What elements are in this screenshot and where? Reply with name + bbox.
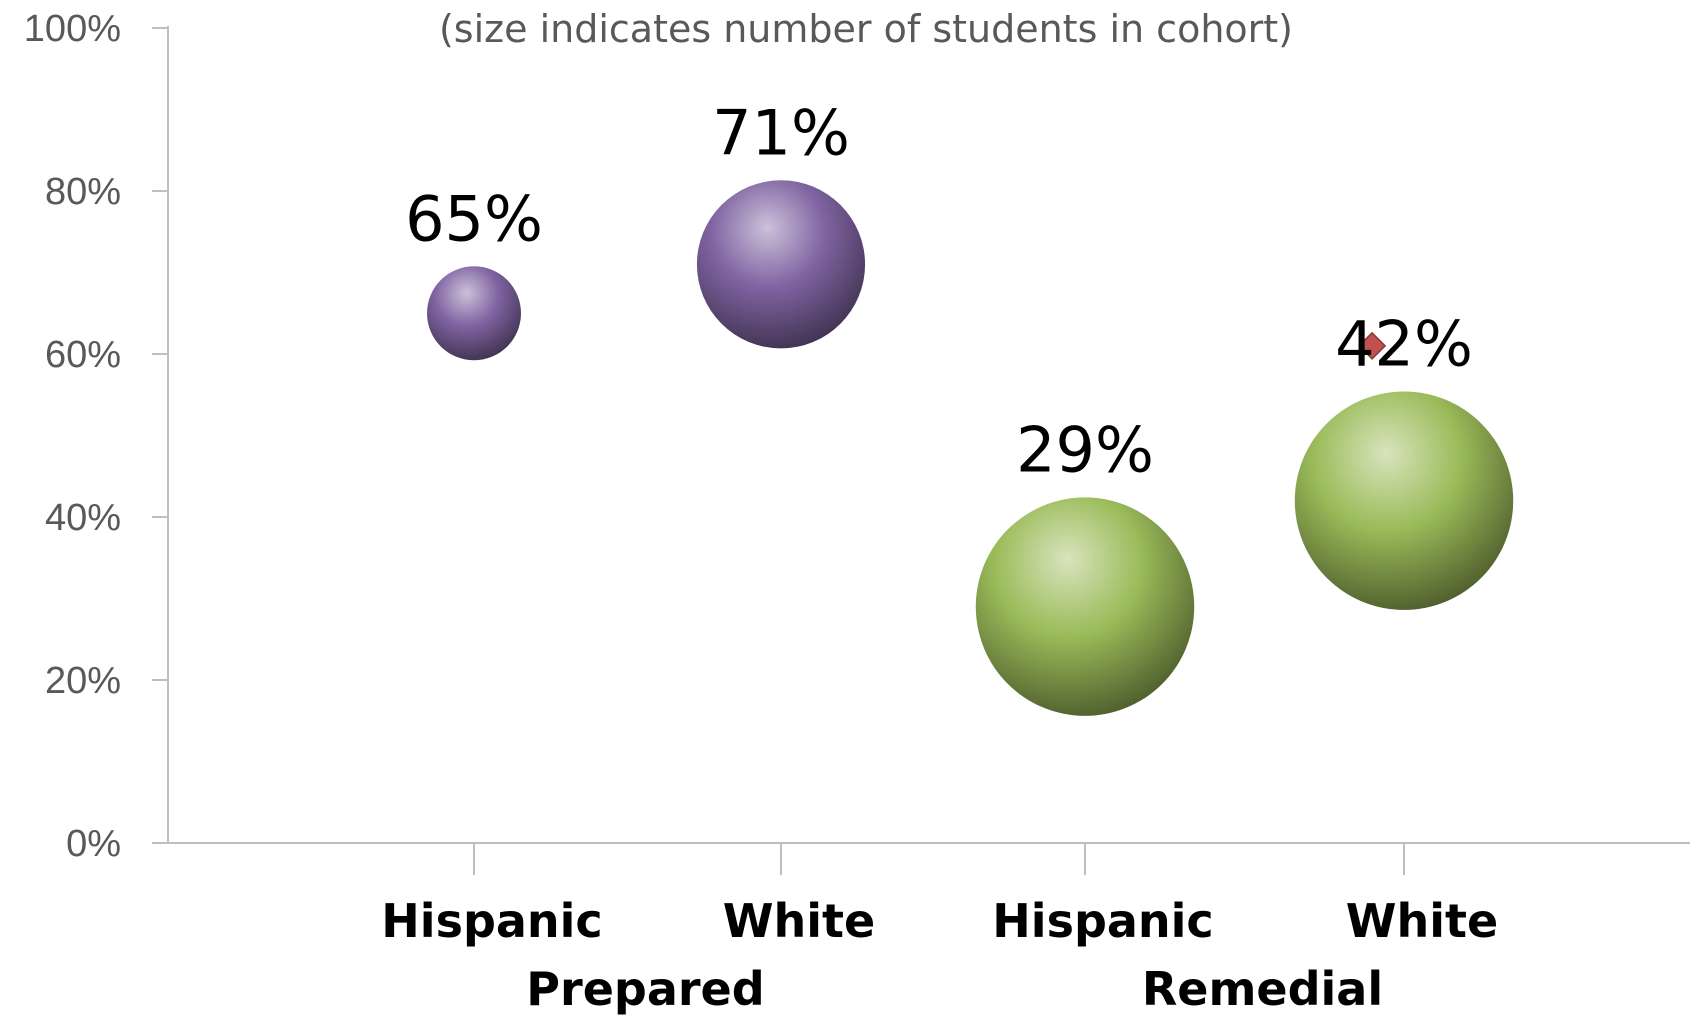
group-label: Remedial bbox=[1142, 962, 1383, 1016]
y-tick-label: 60% bbox=[45, 334, 121, 376]
chart-subtitle: (size indicates number of students in co… bbox=[439, 7, 1293, 51]
bubble-series bbox=[427, 180, 1514, 716]
chart-axes: 0% 20% 40% 60% 80% 100% bbox=[24, 8, 1690, 875]
diamond-marker bbox=[1358, 331, 1387, 360]
data-labels: 65% 71% 29% 42% bbox=[405, 96, 1473, 486]
y-tick-label: 100% bbox=[24, 8, 121, 50]
y-tick-label: 20% bbox=[45, 660, 121, 702]
bubble bbox=[427, 266, 521, 361]
category-label: White bbox=[1346, 894, 1498, 948]
y-tick-label: 0% bbox=[66, 823, 121, 865]
data-label: 29% bbox=[1016, 413, 1154, 486]
category-labels: Hispanic White Hispanic White Prepared Remedi… bbox=[381, 894, 1498, 1016]
y-tick-label: 40% bbox=[45, 497, 121, 539]
bubble bbox=[975, 497, 1195, 716]
bubble bbox=[696, 180, 866, 349]
data-label: 71% bbox=[712, 96, 850, 169]
data-label: 42% bbox=[1335, 307, 1473, 380]
category-label: Hispanic bbox=[381, 894, 602, 948]
group-label: Prepared bbox=[526, 962, 764, 1016]
category-label: Hispanic bbox=[992, 894, 1213, 948]
data-label: 65% bbox=[405, 182, 543, 255]
y-tick-label: 80% bbox=[45, 171, 121, 213]
category-label: White bbox=[723, 894, 875, 948]
bubble bbox=[1294, 391, 1514, 610]
